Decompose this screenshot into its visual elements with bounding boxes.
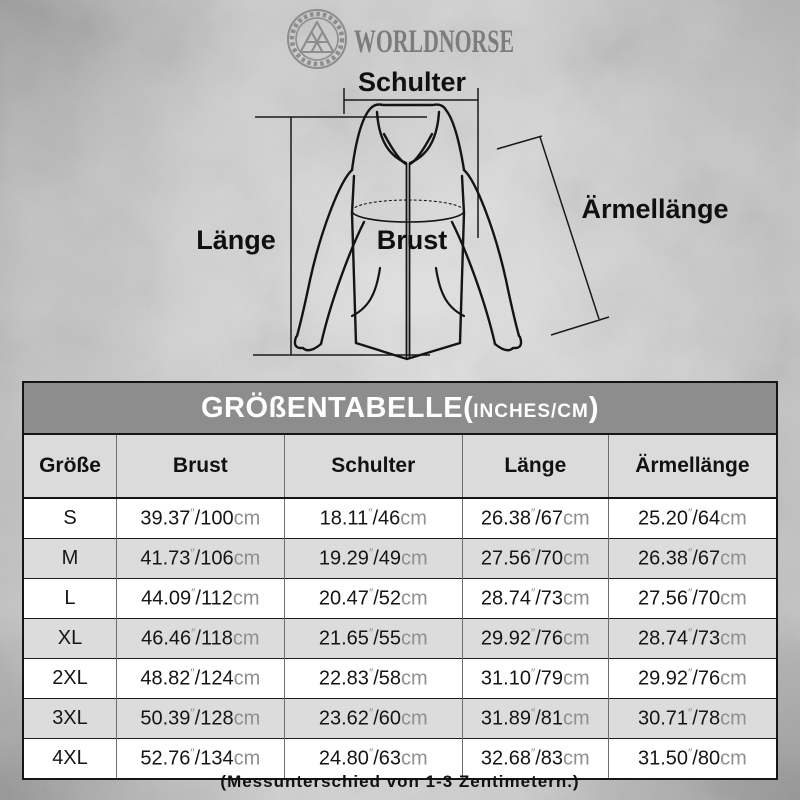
size-cell: XL: [24, 618, 117, 659]
measurement-cell: 31.10″/79cm: [461, 658, 609, 699]
measurement-cell: 19.29″/49cm: [283, 538, 463, 579]
size-cell: M: [24, 538, 117, 579]
title-main: GRÖßENTABELLE(: [200, 392, 474, 424]
measurement-cell: 39.37″/100cm: [115, 497, 285, 539]
table-row-xl: XL 46.46″/118cm 21.65″/55cm 29.92″/76cm …: [24, 618, 776, 659]
measurement-cell: 28.74″/73cm: [461, 578, 609, 619]
sleeves: [293, 168, 523, 352]
sleeve-measure-line: [496, 135, 610, 336]
measurement-cell: 27.56″/70cm: [461, 538, 609, 579]
column-header-schulter: Schulter: [283, 435, 463, 499]
column-header-brust: Brust: [115, 435, 285, 499]
measurement-cell: 28.74″/73cm: [607, 618, 776, 659]
column-header-aermellaenge: Ärmellänge: [607, 435, 776, 499]
label-brust: Brust: [377, 225, 448, 255]
measurement-cell: 48.82″/124cm: [115, 658, 285, 699]
measurement-cell: 41.73″/106cm: [115, 538, 285, 579]
size-table: GRÖßENTABELLE(INCHES/CM) Größe Brust Sch…: [22, 381, 778, 780]
measurement-cell: 29.92″/76cm: [607, 658, 776, 699]
size-guide-diagram: WORLDNORSE: [196, 9, 729, 361]
measurement-cell: 22.83″/58cm: [283, 658, 463, 699]
column-header-groesse: Größe: [24, 435, 117, 499]
measurement-cell: 50.39″/128cm: [115, 698, 285, 739]
valknut-logo-icon: [287, 9, 347, 69]
size-cell: 2XL: [24, 658, 117, 699]
title-close: ): [588, 392, 600, 424]
measurement-cell: 29.92″/76cm: [461, 618, 609, 659]
column-header-laenge: Länge: [461, 435, 609, 499]
size-cell: S: [24, 497, 117, 539]
header-row: Größe Brust Schulter Länge Ärmellänge: [24, 435, 776, 499]
measurement-cell: 18.11″/46cm: [283, 497, 463, 539]
size-cell: L: [24, 578, 117, 619]
label-laenge: Länge: [196, 225, 276, 255]
measurement-cell: 46.46″/118cm: [115, 618, 285, 659]
chest-ellipse: [351, 199, 465, 223]
measurement-cell: 23.62″/60cm: [283, 698, 463, 739]
measurement-cell: 44.09″/112cm: [115, 578, 285, 619]
size-table-title: GRÖßENTABELLE(INCHES/CM): [24, 383, 776, 435]
label-schulter: Schulter: [358, 67, 467, 97]
zipper: [405, 163, 411, 358]
size-chart: Größe Brust Schulter Länge Ärmellänge S …: [24, 435, 776, 778]
measurement-cell: 25.20″/64cm: [607, 497, 776, 539]
measurement-cell: 27.56″/70cm: [607, 578, 776, 619]
measurement-cell: 21.65″/55cm: [283, 618, 463, 659]
brand-name: WORLDNORSE: [354, 24, 514, 60]
measurement-cell: 30.71″/78cm: [607, 698, 776, 739]
table-row-m: M 41.73″/106cm 19.29″/49cm 27.56″/70cm 2…: [24, 538, 776, 579]
title-units: INCHES/CM: [473, 401, 589, 422]
measurement-note: (Messunterschied von 1-3 Zentimetern.): [220, 772, 580, 791]
measurement-cell: 31.89″/81cm: [461, 698, 609, 739]
measurement-cell: 26.38″/67cm: [607, 538, 776, 579]
table-row-2xl: 2XL 48.82″/124cm 22.83″/58cm 31.10″/79cm…: [24, 658, 776, 699]
table-row-l: L 44.09″/112cm 20.47″/52cm 28.74″/73cm 2…: [24, 578, 776, 619]
table-row-3xl: 3XL 50.39″/128cm 23.62″/60cm 31.89″/81cm…: [24, 698, 776, 739]
measurement-cell: 20.47″/52cm: [283, 578, 463, 619]
table-row-s: S 39.37″/100cm 18.11″/46cm 26.38″/67cm 2…: [24, 497, 776, 539]
hood: [350, 103, 466, 172]
measurement-cell: 26.38″/67cm: [461, 497, 609, 539]
body: [350, 174, 466, 361]
pockets: [350, 266, 466, 318]
size-cell: 3XL: [24, 698, 117, 739]
label-aermellaenge: Ärmellänge: [581, 194, 728, 224]
